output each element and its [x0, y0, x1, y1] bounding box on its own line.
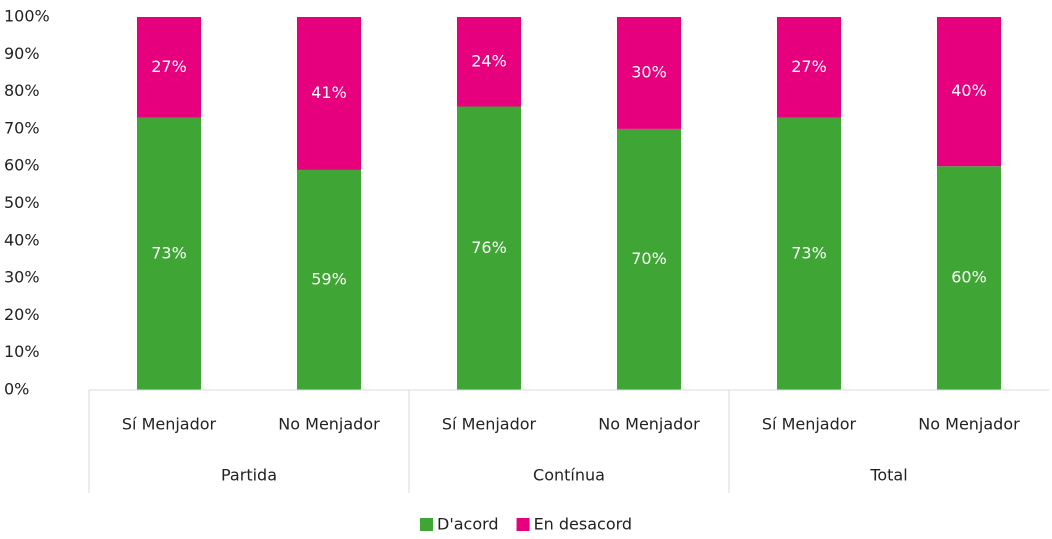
bar-segment — [617, 17, 681, 129]
y-tick-label: 70% — [4, 118, 40, 137]
x-tick-label: No Menjador — [278, 415, 380, 434]
data-label: 60% — [951, 268, 987, 287]
bar-segment — [137, 17, 201, 118]
data-label: 70% — [631, 249, 667, 268]
legend-label: En desacord — [534, 515, 633, 534]
bar-segment — [777, 17, 841, 118]
y-tick-label: 0% — [4, 380, 29, 399]
data-label: 73% — [791, 243, 827, 262]
x-tick-label: No Menjador — [598, 415, 700, 434]
x-tick-label: Sí Menjador — [122, 415, 217, 434]
legend-swatch — [420, 518, 433, 531]
bar-segment — [617, 128, 681, 390]
x-tick-label: Sí Menjador — [442, 415, 537, 434]
data-label: 59% — [311, 269, 347, 288]
data-label: 30% — [631, 62, 667, 81]
y-tick-label: 30% — [4, 268, 40, 287]
data-label: 40% — [951, 81, 987, 100]
x-tick-label: Sí Menjador — [762, 415, 857, 434]
y-tick-label: 80% — [4, 81, 40, 100]
group-label: Total — [869, 466, 907, 485]
data-label: 27% — [791, 57, 827, 76]
group-label: Contínua — [533, 466, 605, 485]
legend-label: D'acord — [437, 515, 499, 534]
data-label: 73% — [151, 243, 187, 262]
y-tick-label: 40% — [4, 230, 40, 249]
y-tick-label: 90% — [4, 44, 40, 63]
x-tick-label: No Menjador — [918, 415, 1020, 434]
data-label: 76% — [471, 238, 507, 257]
group-label: Partida — [221, 466, 277, 485]
data-label: 27% — [151, 57, 187, 76]
bar-segment — [457, 106, 521, 391]
bar-segment — [137, 117, 201, 391]
bar-segment — [297, 169, 361, 390]
y-tick-label: 50% — [4, 193, 40, 212]
data-label: 41% — [311, 83, 347, 102]
y-tick-label: 20% — [4, 305, 40, 324]
y-tick-label: 100% — [4, 7, 50, 26]
bar-segment — [457, 17, 521, 107]
legend-swatch — [516, 518, 530, 531]
bar-segment — [937, 17, 1001, 167]
data-label: 24% — [471, 51, 507, 70]
bar-segment — [937, 166, 1001, 390]
y-tick-label: 60% — [4, 156, 40, 175]
bar-segment — [777, 117, 841, 391]
y-tick-label: 10% — [4, 342, 40, 361]
bar-segment — [297, 17, 361, 170]
